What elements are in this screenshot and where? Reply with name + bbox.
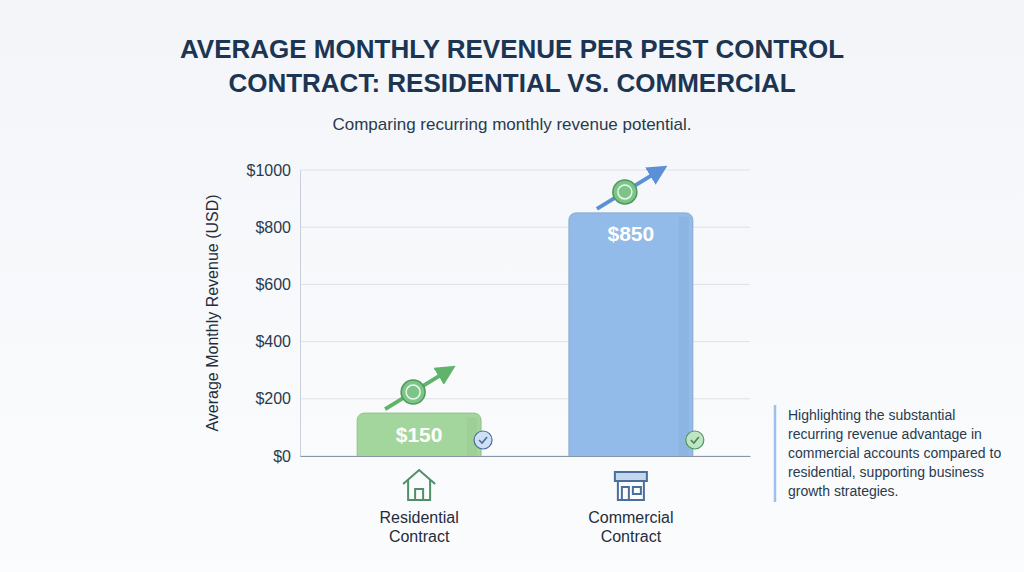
- growth-arrow: [385, 371, 447, 409]
- check-badge: [686, 431, 704, 449]
- text-line: AVERAGE MONTHLY REVENUE PER PEST CONTROL: [180, 34, 844, 64]
- text-line: residential, supporting business: [788, 464, 984, 480]
- y-tick-label: $800: [255, 219, 291, 236]
- annotation: Highlighting the substantial recurring re…: [788, 407, 1001, 499]
- y-tick-label: $400: [255, 333, 291, 350]
- data-labels: $150 $850: [396, 222, 654, 445]
- grid-line: [300, 170, 750, 171]
- data-label: $150: [396, 423, 443, 446]
- coin: [613, 180, 637, 204]
- y-tick: $600: [255, 276, 300, 293]
- data-label: $850: [608, 222, 655, 245]
- coin-inner: [406, 385, 420, 399]
- annotation-bar: [774, 405, 777, 502]
- icon-part: [633, 487, 641, 494]
- icon-part: [618, 481, 644, 500]
- bar-shade: [679, 217, 689, 456]
- store-icon: [615, 472, 647, 500]
- icon-part: [615, 472, 647, 481]
- growth-arrow: [597, 171, 659, 209]
- x-tick: Residential Contract: [380, 456, 459, 545]
- text-line: Commercial: [588, 509, 673, 526]
- y-tick-label: $1000: [247, 162, 292, 179]
- y-tick-label: $0: [273, 448, 291, 465]
- check-mark: [479, 437, 487, 443]
- annotations: Highlighting the substantial recurring re…: [775, 405, 1001, 502]
- x-tick-label: Residential Contract: [380, 509, 459, 545]
- x-tick-label: Commercial Contract: [588, 509, 673, 545]
- y-tick-label: $200: [255, 390, 291, 407]
- y-axis-line: [300, 171, 301, 457]
- text-line: Contract: [601, 528, 662, 545]
- y-tick: $200: [255, 390, 300, 407]
- text-line: CONTRACT: RESIDENTIAL VS. COMMERCIAL: [228, 68, 795, 98]
- chart-svg: AVERAGE MONTHLY REVENUE PER PEST CONTROL…: [0, 0, 1024, 572]
- chart-title: AVERAGE MONTHLY REVENUE PER PEST CONTROL…: [180, 34, 844, 98]
- text-line: commercial accounts compared to: [788, 445, 1001, 461]
- icon-part: [408, 480, 430, 500]
- bar: [357, 413, 481, 456]
- text-line: Residential: [380, 509, 459, 526]
- icon-part: [415, 489, 423, 500]
- x-tick: Commercial Contract: [588, 456, 673, 545]
- check-mark: [691, 437, 699, 443]
- y-axis-title: Average Monthly Revenue (USD): [204, 194, 221, 431]
- house-icon: [403, 470, 435, 500]
- y-tick: $0: [273, 448, 300, 465]
- bar-decorations: [385, 171, 704, 449]
- chart-container: AVERAGE MONTHLY REVENUE PER PEST CONTROL…: [0, 0, 1024, 572]
- coin-inner: [618, 185, 632, 199]
- y-axis: $0 $200 $400 $600 $800 $1000: [247, 162, 301, 465]
- text-line: growth strategies.: [788, 483, 899, 499]
- bars: [357, 213, 693, 456]
- y-tick: $800: [255, 219, 300, 236]
- icon-part: [622, 487, 629, 500]
- y-tick-label: $600: [255, 276, 291, 293]
- check-badge: [474, 431, 492, 449]
- text-line: recurring revenue advantage in: [788, 426, 982, 442]
- category-icons: [403, 470, 647, 500]
- text-line: Contract: [389, 528, 450, 545]
- bar: [569, 213, 693, 456]
- text-line: Highlighting the substantial: [788, 407, 955, 423]
- x-axis: Residential Contract Commercial Contract: [301, 456, 751, 545]
- x-axis-line: [301, 456, 751, 457]
- coin: [401, 380, 425, 404]
- chart-subtitle: Comparing recurring monthly revenue pote…: [332, 115, 691, 134]
- y-tick: $1000: [247, 162, 301, 179]
- y-tick: $400: [255, 333, 300, 350]
